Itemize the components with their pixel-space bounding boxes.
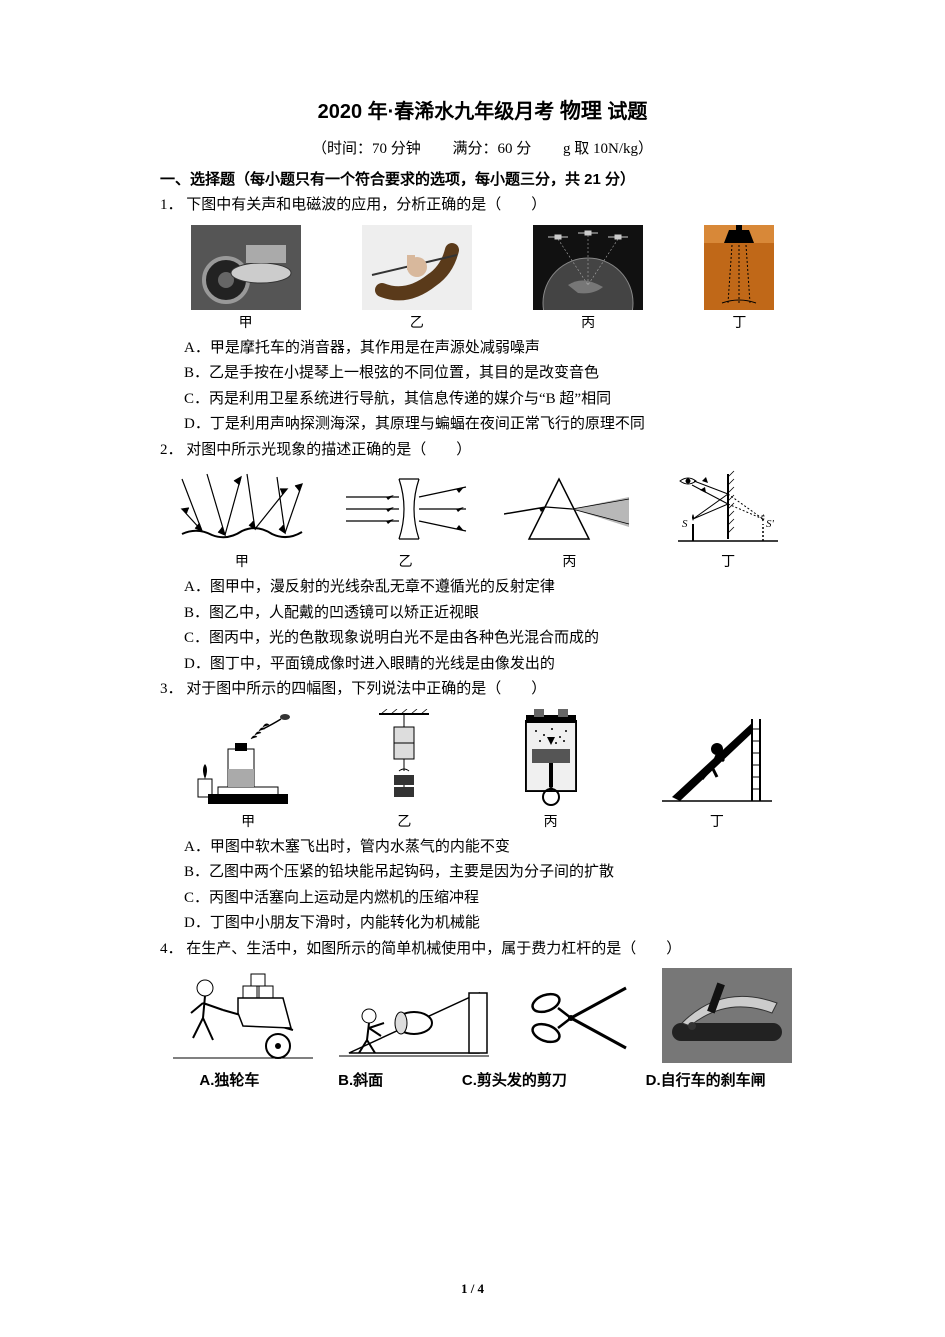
q3-label-1: 乙	[369, 811, 439, 831]
q2-fig-yi: 乙	[341, 469, 471, 571]
q3-option-d: D．丁图中小朋友下滑时，内能转化为机械能	[160, 911, 805, 937]
q2-option-d: D．图丁中，平面镜成像时进入眼睛的光线是由像发出的	[160, 652, 805, 678]
q3-option-b: B．乙图中两个压紧的铅块能吊起钩码，主要是因为分子间的扩散	[160, 860, 805, 886]
q3-number: 3．	[160, 681, 183, 697]
q2-number: 2．	[160, 442, 183, 458]
q2-figure-row: 甲	[160, 469, 805, 571]
q1-fig-ding: 丁	[704, 225, 774, 332]
q1-fig-jia: 甲	[191, 225, 301, 332]
svg-text:S': S'	[766, 518, 775, 530]
q1-label-3: 丁	[704, 312, 774, 332]
question-4: 4． 在生产、生活中，如图所示的简单机械使用中，属于费力杠杆的是（ ）	[160, 937, 805, 963]
q4-option-c: C.剪头发的剪刀	[462, 1069, 567, 1090]
q1-option-a: A．甲是摩托车的消音器，其作用是在声源处减弱噪声	[160, 336, 805, 362]
q1-label-0: 甲	[191, 312, 301, 332]
q1-option-c: C．丙是利用卫星系统进行导航，其信息传递的媒介与“B 超”相同	[160, 387, 805, 413]
q4-figure-row	[160, 968, 805, 1065]
q3-label-2: 丙	[506, 811, 596, 831]
q1-number: 1．	[160, 197, 183, 213]
q1-option-b: B．乙是手按在小提琴上一根弦的不同位置，其目的是改变音色	[160, 361, 805, 387]
q4-fig-c	[516, 968, 636, 1065]
q4-number: 4．	[160, 941, 183, 957]
q1-label-2: 丙	[533, 312, 643, 332]
q4-fig-d	[662, 968, 792, 1065]
q1-label-1: 乙	[362, 312, 472, 332]
meta-time: （时间：70 分钟	[312, 141, 421, 157]
q4-option-d: D.自行车的刹车闸	[646, 1069, 766, 1090]
q3-text: 对于图中所示的四幅图，下列说法中正确的是（ ）	[186, 681, 546, 697]
q3-fig-bing: 丙	[506, 709, 596, 831]
q2-fig-jia: 甲	[177, 469, 307, 571]
q4-option-b: B.斜面	[338, 1069, 383, 1090]
q2-label-2: 丙	[504, 551, 634, 571]
exam-meta: （时间：70 分钟 满分：60 分 g 取 10N/kg）	[160, 137, 805, 158]
q4-fig-a	[173, 968, 313, 1065]
title-prefix: 2020 年·春浠水九年级月考	[318, 101, 560, 123]
q2-label-1: 乙	[341, 551, 471, 571]
q2-fig-ding: S S'	[668, 469, 788, 571]
q2-fig-bing: 丙	[504, 469, 634, 571]
q3-label-3: 丁	[662, 811, 772, 831]
q3-fig-yi: 乙	[369, 709, 439, 831]
q1-text: 下图中有关声和电磁波的应用，分析正确的是（ ）	[186, 197, 546, 213]
q3-figure-row: 甲 乙	[160, 709, 805, 831]
q1-figure-row: 甲 乙	[160, 225, 805, 332]
title-suffix: 试题	[607, 101, 647, 123]
section-1-header: 一、选择题（每小题只有一个符合要求的选项，每小题三分，共 21 分）	[160, 168, 805, 189]
q4-fig-b	[339, 968, 489, 1065]
q2-label-0: 甲	[177, 551, 307, 571]
q3-label-0: 甲	[193, 811, 303, 831]
exam-title: 2020 年·春浠水九年级月考 物理 试题	[160, 95, 805, 125]
page-number: 1 / 4	[0, 1281, 945, 1297]
meta-g: g 取 10N/kg）	[563, 141, 653, 157]
q2-text: 对图中所示光现象的描述正确的是（ ）	[186, 442, 471, 458]
question-2: 2． 对图中所示光现象的描述正确的是（ ）	[160, 438, 805, 464]
q2-option-b: B．图乙中，人配戴的凹透镜可以矫正近视眼	[160, 601, 805, 627]
q1-option-d: D．丁是利用声呐探测海深，其原理与蝙蝠在夜间正常飞行的原理不同	[160, 412, 805, 438]
question-3: 3． 对于图中所示的四幅图，下列说法中正确的是（ ）	[160, 677, 805, 703]
meta-score: 满分：60 分	[452, 141, 531, 157]
question-1: 1． 下图中有关声和电磁波的应用，分析正确的是（ ）	[160, 193, 805, 219]
q4-text: 在生产、生活中，如图所示的简单机械使用中，属于费力杠杆的是（ ）	[186, 941, 681, 957]
q2-option-a: A．图甲中，漫反射的光线杂乱无章不遵循光的反射定律	[160, 575, 805, 601]
svg-text:S: S	[682, 518, 688, 530]
q3-option-c: C．丙图中活塞向上运动是内燃机的压缩冲程	[160, 886, 805, 912]
q3-option-a: A．甲图中软木塞飞出时，管内水蒸气的内能不变	[160, 835, 805, 861]
q1-fig-bing: 丙	[533, 225, 643, 332]
q1-fig-yi: 乙	[362, 225, 472, 332]
q4-option-a: A.独轮车	[199, 1069, 259, 1090]
q4-option-row: A.独轮车 B.斜面 C.剪头发的剪刀 D.自行车的刹车闸	[160, 1069, 805, 1090]
q3-fig-ding: 丁	[662, 709, 772, 831]
title-subject: 物理	[560, 100, 602, 123]
q2-option-c: C．图丙中，光的色散现象说明白光不是由各种色光混合而成的	[160, 626, 805, 652]
q3-fig-jia: 甲	[193, 709, 303, 831]
q2-label-3: 丁	[668, 551, 788, 571]
